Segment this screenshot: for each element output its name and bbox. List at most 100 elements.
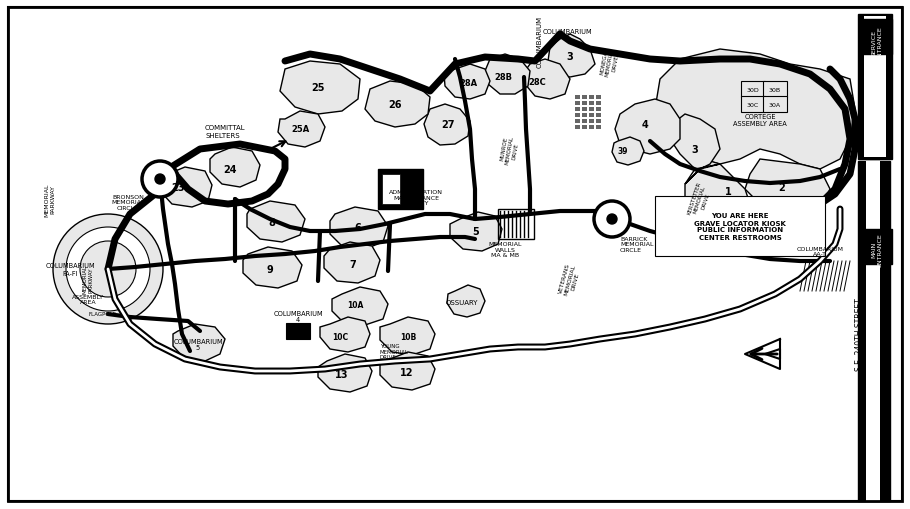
Text: YOUNG
MEMORIAL
DRIVE: YOUNG MEMORIAL DRIVE [380,343,409,359]
Polygon shape [332,288,388,325]
Polygon shape [655,50,855,169]
Bar [864,17,886,158]
Polygon shape [380,352,435,390]
Bar [589,126,594,130]
Text: 9: 9 [267,265,273,274]
Polygon shape [243,247,302,289]
Circle shape [53,215,163,324]
Text: CORTEGE
ASSEMBLY AREA: CORTEGE ASSEMBLY AREA [733,114,787,126]
Bar [575,126,580,130]
Text: 2: 2 [779,183,785,192]
Bar [858,162,890,501]
Bar [589,96,594,100]
Bar [382,175,400,205]
Text: 12: 12 [400,367,414,377]
Text: 10A: 10A [347,300,363,309]
Bar [589,114,594,118]
Circle shape [80,242,136,297]
Polygon shape [320,318,370,352]
Polygon shape [324,242,380,284]
Text: COLUMBARIUM: COLUMBARIUM [537,16,543,68]
Bar [286,323,310,340]
Text: 24: 24 [223,165,237,175]
Text: 28B: 28B [494,72,512,81]
Bar [655,196,825,257]
Polygon shape [670,115,720,185]
Text: 30D: 30D [746,88,759,92]
Polygon shape [278,112,325,148]
Text: 39: 39 [618,147,628,156]
Text: 28C: 28C [528,77,546,87]
Text: MUNROE
MEMORIAL
DRIVE: MUNROE MEMORIAL DRIVE [500,134,521,165]
Text: 25: 25 [311,83,325,93]
Bar [582,102,587,106]
FancyBboxPatch shape [862,20,892,55]
Polygon shape [330,208,388,249]
Text: S.E. 240TH STREET: S.E. 240TH STREET [855,298,864,371]
Bar [575,120,580,124]
Polygon shape [365,82,430,128]
Circle shape [607,215,617,224]
Polygon shape [447,286,485,318]
Polygon shape [745,160,830,219]
Polygon shape [280,62,360,115]
Text: ASSEMBLY
AREA: ASSEMBLY AREA [72,294,104,305]
Bar [589,102,594,106]
Text: 10B: 10B [399,333,416,342]
Text: MEMORIAL
WALLS
MA & MB: MEMORIAL WALLS MA & MB [489,241,521,258]
Text: COMMITTAL
SHELTERS: COMMITTAL SHELTERS [205,125,246,138]
Text: 4: 4 [642,120,648,130]
Polygon shape [450,213,502,251]
Text: 8: 8 [268,217,276,228]
Bar [596,120,601,124]
Text: 13: 13 [335,369,349,379]
Text: COLUMBARIUM
FA-FI: COLUMBARIUM FA-FI [46,263,95,276]
Bar [582,120,587,124]
Text: 7: 7 [349,260,357,269]
Polygon shape [615,100,680,155]
Text: ADMINISTRATION
MAINTENANCE
FACILITY: ADMINISTRATION MAINTENANCE FACILITY [389,189,443,206]
Bar [378,169,423,210]
Circle shape [155,175,165,185]
Bar [596,126,601,130]
Bar [589,108,594,112]
Polygon shape [548,35,595,78]
Text: 10C: 10C [332,333,348,342]
Polygon shape [247,202,305,242]
Text: BRONSON
MEMORIAL
CIRCLE: BRONSON MEMORIAL CIRCLE [111,194,145,211]
Text: 23: 23 [171,183,185,192]
Polygon shape [685,162,750,224]
Polygon shape [485,55,530,95]
Text: MAIN
ENTRANCE: MAIN ENTRANCE [872,233,883,266]
Text: COLUMBARIUM
AA-T: COLUMBARIUM AA-T [796,246,844,257]
FancyBboxPatch shape [862,230,892,265]
Text: VETERANS
MEMORIAL
DRIVE: VETERANS MEMORIAL DRIVE [558,262,582,297]
Text: 28A: 28A [459,78,477,88]
Bar [575,114,580,118]
Text: YOU ARE HERE
GRAVE LOCATOR KIOSK
PUBLIC INFORMATION
CENTER RESTROOMS: YOU ARE HERE GRAVE LOCATOR KIOSK PUBLIC … [694,213,786,240]
Bar [741,97,765,113]
Polygon shape [318,354,372,392]
Bar [741,82,765,98]
Text: 30C: 30C [747,102,759,107]
Polygon shape [612,138,644,165]
Bar [575,108,580,112]
Text: MEMORIAL
PARKWAY: MEMORIAL PARKWAY [83,265,94,294]
Text: 5: 5 [472,227,480,237]
Bar [596,102,601,106]
Text: SERVICE
ENTRANCE: SERVICE ENTRANCE [872,26,883,60]
Bar [858,15,892,160]
Text: 26: 26 [389,100,401,110]
Bar [596,114,601,118]
Text: KERSTETTER
MEMORIAL
DRIVE: KERSTETTER MEMORIAL DRIVE [687,181,713,218]
Text: OSSUARY: OSSUARY [446,299,479,305]
Text: MONEGAN
MEMORIAL
DRIVE: MONEGAN MEMORIAL DRIVE [600,46,621,77]
Text: 30B: 30B [769,88,781,92]
Circle shape [66,228,150,312]
Polygon shape [424,105,470,146]
Bar [575,102,580,106]
Polygon shape [380,318,435,355]
Circle shape [594,202,630,238]
Bar [582,108,587,112]
Bar [582,96,587,100]
